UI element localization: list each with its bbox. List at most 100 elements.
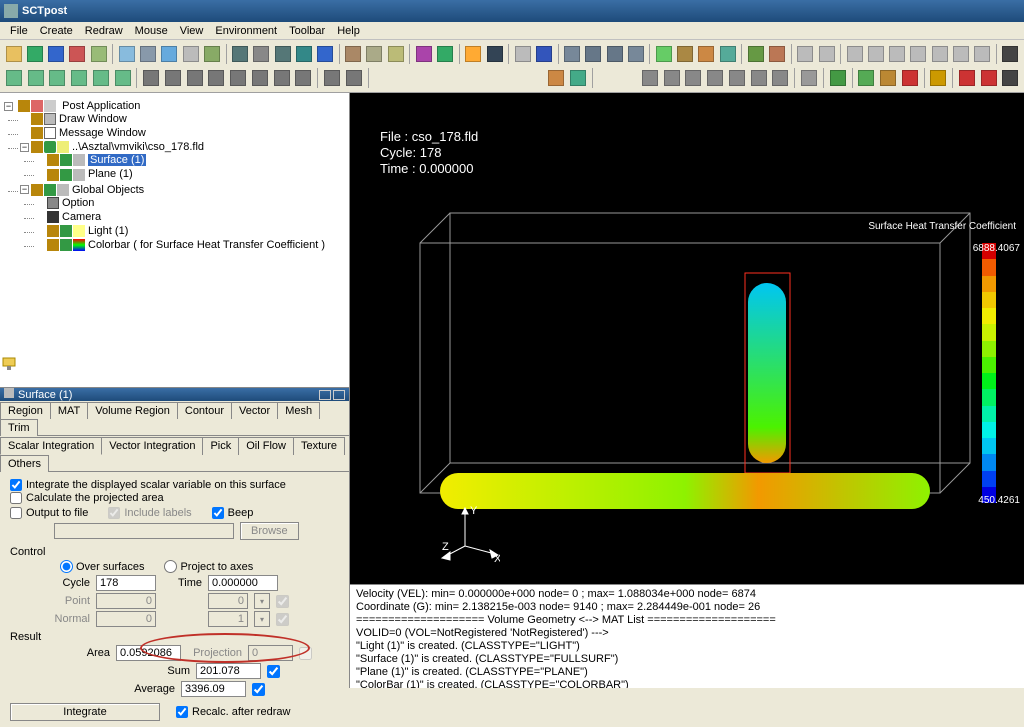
tree-camera[interactable]: Camera [62,211,101,223]
toolbar-button[interactable] [768,43,787,65]
tree-message-window[interactable]: Message Window [59,127,146,139]
toolbar-button[interactable] [344,43,363,65]
toolbar-button[interactable] [640,67,660,89]
toolbar-button[interactable] [416,67,436,89]
integrate-button[interactable]: Integrate [10,703,160,721]
toolbar-button[interactable] [1001,43,1020,65]
toolbar-button[interactable] [91,67,111,89]
tab-mat[interactable]: MAT [50,402,88,419]
tab-trim[interactable]: Trim [0,419,38,436]
tab-pick[interactable]: Pick [202,437,239,455]
toolbar-button[interactable] [315,43,334,65]
tree-plane[interactable]: Plane (1) [88,169,133,181]
toolbar-button[interactable] [386,43,405,65]
object-tree[interactable]: − Post Application Draw Window Message W… [4,99,345,254]
toolbar-button[interactable] [322,67,342,89]
average-field[interactable] [181,681,246,697]
toolbar-button[interactable] [273,43,292,65]
toolbar-button[interactable] [414,43,433,65]
tab-texture[interactable]: Texture [293,437,345,455]
tree-colorbar[interactable]: Colorbar ( for Surface Heat Transfer Coe… [88,239,325,251]
toolbar-button[interactable] [584,43,603,65]
toolbar-button[interactable] [626,43,645,65]
toolbar-button[interactable] [117,43,136,65]
toolbar-button[interactable] [26,67,46,89]
chk-integrate[interactable] [10,479,22,491]
toolbar-button[interactable] [930,43,949,65]
toolbar-button[interactable] [181,43,200,65]
tree-file[interactable]: ..\Asztal\vmviki\cso_178.fld [72,141,204,153]
average-chk[interactable] [252,683,265,696]
toolbar-button[interactable] [372,67,392,89]
toolbar-button[interactable] [464,43,483,65]
toolbar-button[interactable] [230,43,249,65]
tab-volume-region[interactable]: Volume Region [87,402,178,419]
toolbar-button[interactable] [562,43,581,65]
chk-recalc[interactable] [176,706,188,718]
toolbar-button[interactable] [163,67,183,89]
toolbar-button[interactable] [900,67,920,89]
toolbar-button[interactable] [435,43,454,65]
toolbar-button[interactable] [697,43,716,65]
tree-expander[interactable]: − [4,102,13,111]
tab-scalar-integration[interactable]: Scalar Integration [0,437,102,455]
tab-others[interactable]: Others [0,455,49,472]
toolbar-button[interactable] [718,43,737,65]
toolbar-button[interactable] [207,67,227,89]
cycle-field[interactable] [96,575,156,591]
sum-field[interactable] [196,663,261,679]
toolbar-button[interactable] [597,67,617,89]
toolbar-button[interactable] [749,67,769,89]
toolbar-button[interactable] [365,43,384,65]
toolbar-button[interactable] [4,43,23,65]
menu-view[interactable]: View [174,24,210,38]
toolbar-button[interactable] [89,43,108,65]
panel-close-icon[interactable] [333,390,345,400]
menu-help[interactable]: Help [331,24,366,38]
toolbar-button[interactable] [185,67,205,89]
toolbar-button[interactable] [228,67,248,89]
toolbar-button[interactable] [459,67,479,89]
toolbar-button[interactable] [929,67,949,89]
toolbar-button[interactable] [513,43,532,65]
toolbar-button[interactable] [684,67,704,89]
toolbar-button[interactable] [676,43,695,65]
menu-create[interactable]: Create [34,24,79,38]
menu-environment[interactable]: Environment [209,24,283,38]
chk-output-file[interactable] [10,507,22,519]
toolbar-button[interactable] [605,43,624,65]
chk-beep[interactable] [212,507,224,519]
tab-contour[interactable]: Contour [177,402,232,419]
menu-file[interactable]: File [4,24,34,38]
toolbar-button[interactable] [47,67,67,89]
toolbar-button[interactable] [113,67,133,89]
chk-calc-area[interactable] [10,492,22,504]
toolbar-button[interactable] [293,67,313,89]
toolbar-button[interactable] [654,43,673,65]
toolbar-button[interactable] [856,67,876,89]
toolbar-button[interactable] [727,67,747,89]
tree-expander[interactable]: − [20,185,29,194]
toolbar-button[interactable] [618,67,638,89]
tree-global[interactable]: Global Objects [72,184,144,196]
toolbar-button[interactable] [252,43,271,65]
tree-light[interactable]: Light (1) [88,225,128,237]
toolbar-button[interactable] [481,67,501,89]
toolbar-button[interactable] [525,67,545,89]
toolbar-button[interactable] [1001,67,1021,89]
toolbar-button[interactable] [68,43,87,65]
toolbar-button[interactable] [272,67,292,89]
toolbar-button[interactable] [250,67,270,89]
tree-expander[interactable]: − [20,143,29,152]
viewport-3d[interactable]: File : cso_178.fld Cycle: 178 Time : 0.0… [350,93,1024,584]
radio-project-axes[interactable] [164,560,177,573]
area-field[interactable] [116,645,181,661]
time-field[interactable] [208,575,278,591]
toolbar-button[interactable] [344,67,364,89]
toolbar-button[interactable] [845,43,864,65]
menu-toolbar[interactable]: Toolbar [283,24,331,38]
toolbar-button[interactable] [957,67,977,89]
toolbar-button[interactable] [394,67,414,89]
toolbar-button[interactable] [138,43,157,65]
toolbar-button[interactable] [979,67,999,89]
